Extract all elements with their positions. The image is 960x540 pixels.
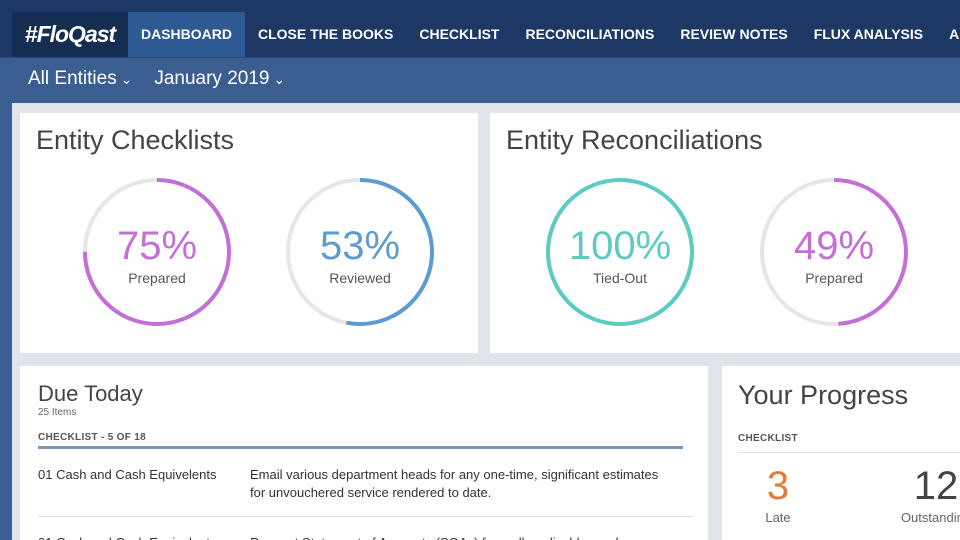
stat-label: Outstanding [900,510,960,525]
nav-tab[interactable]: A [949,26,960,42]
progress-ring [760,178,908,326]
nav-tab[interactable]: FLUX ANALYSIS [813,26,924,42]
ring-percent: 100% [568,224,672,268]
item-count: 25 Items [38,407,77,418]
ring-caption: Prepared [805,270,863,286]
card-title: Entity Reconciliations [506,125,763,155]
card [20,366,708,540]
stat-value: 12 [913,464,959,508]
row-name[interactable]: 01 Cash and Cash Equivalents [38,534,243,540]
card-title: Entity Checklists [36,125,235,155]
card [722,366,960,540]
ring-caption: Prepared [128,270,186,286]
progress-ring [83,178,231,326]
row-task[interactable]: Request Statement of Accounts (SOAs) fro… [250,534,670,540]
ring-percent: 53% [319,224,401,268]
section-label: CHECKLIST - 5 OF 18 [38,432,146,443]
progress-ring [546,178,694,326]
filter-dropdown[interactable]: January 2019 [154,68,285,90]
row-divider [38,516,692,517]
nav-tab[interactable]: REVIEW NOTES [680,26,788,42]
nav-tab[interactable]: CHECKLIST [419,26,500,42]
ring-arc [83,178,231,326]
ring-percent: 75% [116,224,198,268]
section-label: CHECKLIST [738,433,798,444]
card [490,113,960,353]
section-divider [738,452,960,453]
row-name[interactable]: 01 Cash and Cash Equivelents [38,467,217,482]
card-title: Your Progress [738,380,909,410]
progress-ring [286,178,434,326]
section-bar [38,446,683,449]
ring-caption: Reviewed [329,270,391,286]
tabs: DASHBOARD CLOSE THE BOOKS CHECKLIST RECONCI… [128,12,960,57]
ring-arc [760,178,908,326]
card-title: Due Today [38,381,143,406]
nav-tab[interactable]: DASHBOARD [128,12,245,57]
ring-arc [546,178,694,326]
row-task[interactable]: Email various department heads for any o… [250,467,659,500]
logo[interactable]: #FloQast [12,12,128,57]
stat-label: Late [765,510,791,525]
ring-percent: 49% [793,224,875,268]
filters: All Entities January 2019 [28,68,285,90]
nav-tab[interactable]: RECONCILIATIONS [525,26,655,42]
ring-arc [286,178,434,326]
ring-caption: Tied-Out [593,270,647,286]
nav-tab[interactable]: CLOSE THE BOOKS [258,26,394,42]
stat-value: 3 [766,464,790,508]
filter-dropdown[interactable]: All Entities [28,68,132,90]
